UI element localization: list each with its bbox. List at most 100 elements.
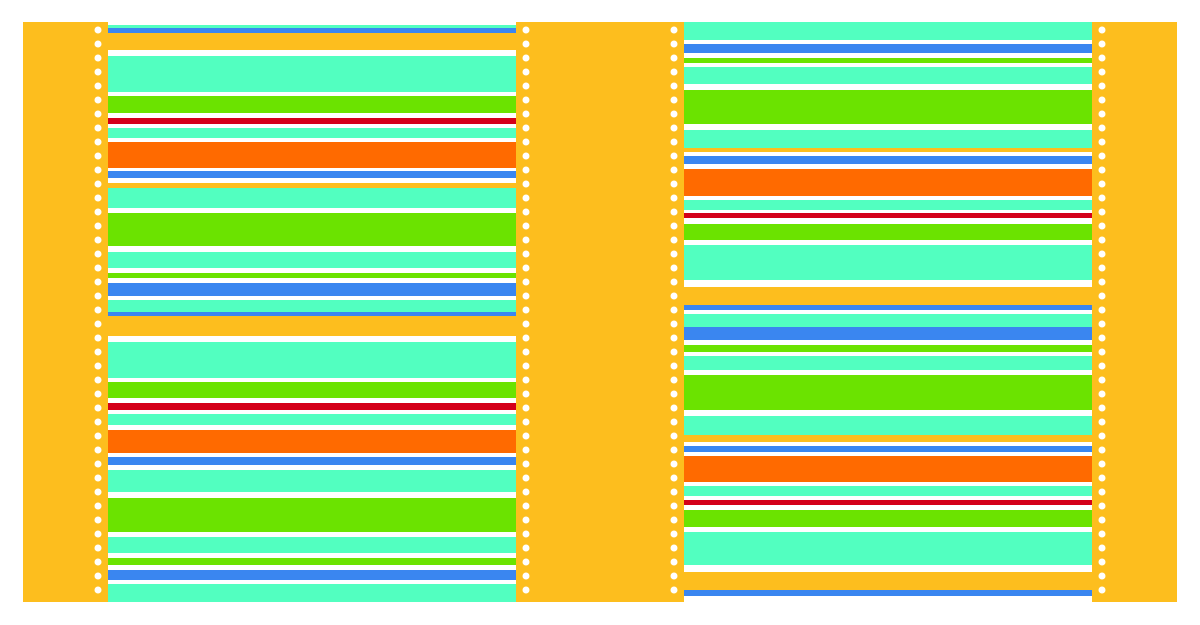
dot <box>1098 152 1106 160</box>
dot <box>94 40 102 48</box>
dot <box>670 306 678 314</box>
stripe <box>108 537 516 553</box>
stripe <box>108 378 516 382</box>
dot <box>522 558 530 566</box>
stripe <box>684 67 1092 84</box>
dot <box>94 292 102 300</box>
dot <box>94 418 102 426</box>
stripe <box>684 240 1092 245</box>
stripe <box>108 124 516 128</box>
dot <box>522 278 530 286</box>
dot <box>1098 586 1106 594</box>
stripe <box>684 435 1092 442</box>
dot <box>522 306 530 314</box>
dot <box>522 362 530 370</box>
stripe <box>108 410 516 414</box>
dot <box>94 222 102 230</box>
stripe <box>684 280 1092 287</box>
stripe <box>108 465 516 470</box>
stripe <box>108 171 516 178</box>
dot <box>94 96 102 104</box>
stripe <box>684 224 1092 240</box>
dot <box>670 54 678 62</box>
stripe <box>108 33 516 50</box>
dot <box>94 390 102 398</box>
dot <box>1098 516 1106 524</box>
dot <box>1098 502 1106 510</box>
stripe <box>684 152 1092 156</box>
dot <box>1098 306 1106 314</box>
dot <box>522 432 530 440</box>
dot <box>670 558 678 566</box>
stripe <box>108 382 516 398</box>
dot <box>522 124 530 132</box>
stripe <box>108 553 516 558</box>
dot <box>1098 208 1106 216</box>
dot <box>1098 96 1106 104</box>
dot <box>522 320 530 328</box>
dot <box>670 390 678 398</box>
stripe <box>684 63 1092 67</box>
dot <box>1098 390 1106 398</box>
stripe <box>108 246 516 252</box>
dot <box>94 166 102 174</box>
dot <box>1098 236 1106 244</box>
dot <box>522 82 530 90</box>
dot <box>522 488 530 496</box>
dot <box>670 96 678 104</box>
stripe <box>684 596 1092 602</box>
dot <box>670 222 678 230</box>
dot <box>1098 194 1106 202</box>
dot <box>1098 222 1106 230</box>
stripe <box>684 314 1092 327</box>
dot <box>670 418 678 426</box>
dot <box>670 68 678 76</box>
dot <box>522 460 530 468</box>
dot <box>1098 166 1106 174</box>
dot <box>522 334 530 342</box>
stripe <box>684 148 1092 152</box>
dot <box>1098 180 1106 188</box>
dot <box>522 26 530 34</box>
dot <box>94 320 102 328</box>
stripe <box>684 456 1092 482</box>
stripe <box>108 92 516 96</box>
stripe <box>108 403 516 410</box>
dot <box>94 544 102 552</box>
dot <box>94 586 102 594</box>
dot <box>670 278 678 286</box>
dot <box>670 348 678 356</box>
stripe <box>108 312 516 316</box>
dot <box>1098 530 1106 538</box>
dot <box>1098 138 1106 146</box>
dot <box>1098 348 1106 356</box>
stripe <box>108 584 516 602</box>
stripe <box>684 416 1092 435</box>
dot <box>1098 376 1106 384</box>
dot <box>1098 558 1106 566</box>
dot <box>94 250 102 258</box>
dot <box>670 40 678 48</box>
dot <box>670 166 678 174</box>
dot <box>670 460 678 468</box>
dot <box>670 194 678 202</box>
stripe <box>108 342 516 378</box>
stripe <box>108 128 516 138</box>
stripe <box>684 375 1092 410</box>
dot <box>670 264 678 272</box>
stripe <box>684 156 1092 164</box>
dot <box>522 250 530 258</box>
dot <box>1098 40 1106 48</box>
stripe <box>108 50 516 56</box>
dot <box>94 348 102 356</box>
dot <box>94 54 102 62</box>
dot <box>522 166 530 174</box>
dot <box>522 292 530 300</box>
stripe <box>684 53 1092 58</box>
dot <box>522 138 530 146</box>
stripe <box>684 486 1092 496</box>
stripe <box>108 532 516 537</box>
dot <box>522 390 530 398</box>
dot <box>94 558 102 566</box>
dot <box>94 26 102 34</box>
